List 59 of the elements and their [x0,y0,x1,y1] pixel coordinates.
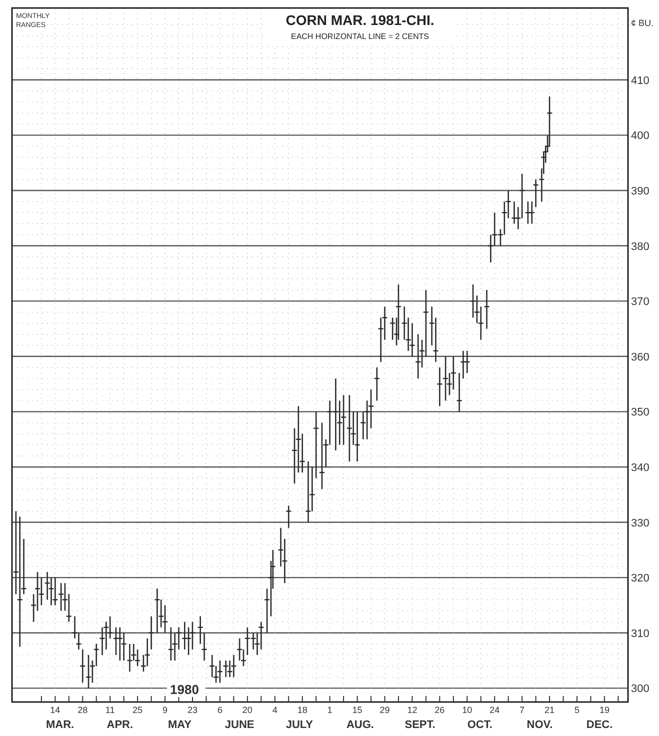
y-tick-label: 370 [631,296,650,308]
text: DEC. [586,719,613,731]
x-tick-label: 5 [574,705,580,715]
x-tick-label: 24 [490,705,500,715]
y-tick-label: 320 [631,572,650,585]
x-tick-label: 14 [50,705,60,715]
text: MAY [168,719,192,731]
y-tick-label: 310 [631,628,650,640]
text: AUG. [346,719,374,731]
y-tick-label: 350 [631,406,650,419]
candlestick [306,460,311,523]
y-tick-label: 380 [631,240,650,253]
x-tick-label: 20 [242,705,252,715]
candlestick [286,505,292,528]
candlestick [346,394,352,462]
x-tick-label: 7 [520,705,525,715]
candlestick [17,516,22,648]
y-tick-label: 410 [631,74,650,87]
x-tick-label: 23 [187,705,198,715]
text: JULY [286,719,314,731]
text: OCT. [467,719,492,731]
x-tick-label: 25 [132,705,143,715]
y-tick-label: 300 [631,683,650,696]
x-tick-label: 15 [352,705,362,715]
x-tick-label: 10 [462,705,472,715]
y-tick-label: 360 [631,351,650,364]
y-axis-title: ¢ BU. [631,18,654,28]
candlestick [258,621,264,650]
y-tick-label: 400 [631,130,650,142]
candlestick [314,411,319,479]
text: SEPT. [404,719,436,731]
candlestick [66,594,72,622]
candlestick [341,394,346,446]
x-tick-label: 12 [407,705,418,715]
text: APR. [106,719,134,731]
x-tick-label: 6 [217,705,222,715]
x-tick-label: 19 [599,705,610,715]
y-tick-label: 390 [631,185,650,198]
y-tick-label: 330 [631,517,650,530]
candlestick [154,588,160,634]
x-tick-label: 9 [162,705,168,715]
text: MAR. [46,719,74,731]
x-tick-label: 4 [272,705,278,715]
x-tick-label: 26 [434,705,445,715]
candlestick [198,616,203,645]
x-tick-label: 29 [380,705,390,715]
y-tick-label: 340 [631,462,650,474]
x-tick-label: 11 [105,705,115,715]
x-tick-label: 21 [544,705,555,715]
x-tick-label: 18 [297,705,308,715]
x-tick-label: 28 [78,705,88,715]
text: EACH HORIZONTAL LINE = 2 CENTS [290,32,430,41]
chart-title: CORN MAR. 1981-CHI. [286,12,434,28]
text: JUNE [224,719,254,731]
candlestick [52,576,58,606]
annotation: 1980 [170,682,199,697]
text: NOV. [526,719,553,731]
x-tick-label: 1 [327,705,332,715]
candlestick [58,582,64,612]
